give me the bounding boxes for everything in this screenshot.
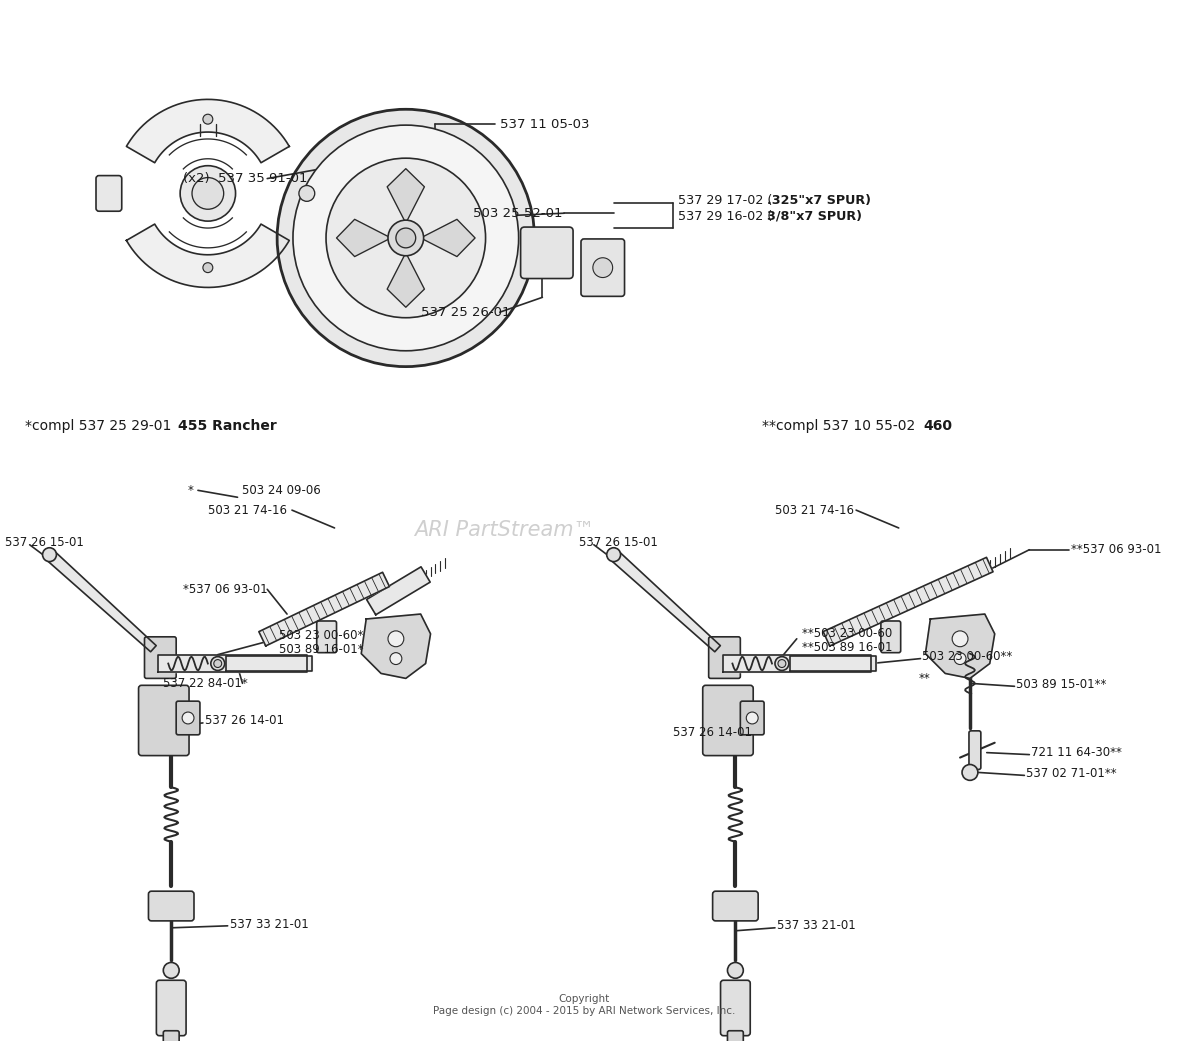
Polygon shape xyxy=(367,567,431,615)
Text: ARI PartStream™: ARI PartStream™ xyxy=(414,520,595,540)
Text: 537 22 84-01*: 537 22 84-01* xyxy=(163,677,248,690)
Circle shape xyxy=(211,657,224,670)
Circle shape xyxy=(182,712,194,724)
Polygon shape xyxy=(158,655,307,673)
Text: 537 26 14-01: 537 26 14-01 xyxy=(205,714,284,727)
FancyBboxPatch shape xyxy=(709,637,740,679)
FancyBboxPatch shape xyxy=(727,1030,743,1046)
Circle shape xyxy=(952,631,968,646)
Circle shape xyxy=(192,178,224,209)
Text: 460: 460 xyxy=(924,419,952,433)
Circle shape xyxy=(727,962,743,978)
Polygon shape xyxy=(925,614,995,679)
FancyBboxPatch shape xyxy=(157,980,186,1036)
Text: 721 11 64-30**: 721 11 64-30** xyxy=(1031,746,1122,759)
Text: 503 24 09-06: 503 24 09-06 xyxy=(242,484,321,497)
Text: 537 25 26-01: 537 25 26-01 xyxy=(420,305,510,319)
Text: .325"x7 SPUR): .325"x7 SPUR) xyxy=(767,194,871,207)
FancyBboxPatch shape xyxy=(520,227,573,278)
FancyBboxPatch shape xyxy=(176,701,199,734)
Text: *compl 537 25 29-01: *compl 537 25 29-01 xyxy=(25,419,176,433)
FancyBboxPatch shape xyxy=(721,980,750,1036)
Text: 537 26 15-01: 537 26 15-01 xyxy=(5,537,84,549)
Text: 537 33 21-01: 537 33 21-01 xyxy=(776,919,856,932)
Polygon shape xyxy=(789,656,876,672)
FancyBboxPatch shape xyxy=(138,685,189,755)
Text: 455 Rancher: 455 Rancher xyxy=(178,419,277,433)
Text: 503 89 16-01*: 503 89 16-01* xyxy=(280,643,363,656)
Circle shape xyxy=(203,263,212,273)
Text: 3/8"x7 SPUR): 3/8"x7 SPUR) xyxy=(767,209,863,223)
Text: 537 35 91-01: 537 35 91-01 xyxy=(218,172,307,185)
Text: 537 33 21-01: 537 33 21-01 xyxy=(230,918,308,931)
FancyBboxPatch shape xyxy=(144,637,176,679)
Circle shape xyxy=(775,657,789,670)
Text: **503 23 00-60: **503 23 00-60 xyxy=(801,628,892,640)
Polygon shape xyxy=(824,558,994,646)
Text: 537 11 05-03: 537 11 05-03 xyxy=(500,117,589,131)
Circle shape xyxy=(388,631,404,646)
Circle shape xyxy=(203,114,212,124)
Text: *537 06 93-01: *537 06 93-01 xyxy=(183,583,268,596)
FancyBboxPatch shape xyxy=(969,731,981,770)
Polygon shape xyxy=(126,224,289,288)
Text: *: * xyxy=(188,484,194,497)
FancyBboxPatch shape xyxy=(316,621,336,653)
Text: 503 25 52-01: 503 25 52-01 xyxy=(473,207,563,220)
FancyBboxPatch shape xyxy=(881,621,900,653)
FancyBboxPatch shape xyxy=(149,891,194,920)
Polygon shape xyxy=(225,656,312,672)
Polygon shape xyxy=(387,253,425,308)
Circle shape xyxy=(277,109,535,366)
Text: 537 29 17-02 (: 537 29 17-02 ( xyxy=(678,194,773,207)
Text: **503 89 16-01: **503 89 16-01 xyxy=(801,641,892,654)
Text: (x2): (x2) xyxy=(183,172,214,185)
Text: 537 02 71-01**: 537 02 71-01** xyxy=(1027,767,1117,780)
Text: 503 89 15-01**: 503 89 15-01** xyxy=(1016,678,1107,690)
FancyBboxPatch shape xyxy=(713,891,759,920)
Text: **: ** xyxy=(918,672,930,685)
Circle shape xyxy=(962,765,978,780)
Circle shape xyxy=(389,653,402,664)
Text: 503 21 74-16: 503 21 74-16 xyxy=(208,503,287,517)
Circle shape xyxy=(955,653,966,664)
Circle shape xyxy=(326,158,486,318)
FancyBboxPatch shape xyxy=(581,238,624,296)
Circle shape xyxy=(163,962,179,978)
Circle shape xyxy=(214,660,222,667)
Circle shape xyxy=(299,185,315,201)
FancyBboxPatch shape xyxy=(703,685,753,755)
Circle shape xyxy=(293,126,519,350)
Polygon shape xyxy=(258,572,389,646)
Circle shape xyxy=(778,660,786,667)
Text: Copyright
Page design (c) 2004 - 2015 by ARI Network Services, Inc.: Copyright Page design (c) 2004 - 2015 by… xyxy=(433,994,735,1016)
Polygon shape xyxy=(46,550,156,652)
Text: 503 21 74-16: 503 21 74-16 xyxy=(775,503,854,517)
Circle shape xyxy=(746,712,759,724)
FancyBboxPatch shape xyxy=(740,701,765,734)
Text: 537 29 16-02 (: 537 29 16-02 ( xyxy=(678,209,772,223)
Text: 537 26 14-01: 537 26 14-01 xyxy=(673,726,752,740)
Circle shape xyxy=(396,228,415,248)
Text: **537 06 93-01: **537 06 93-01 xyxy=(1071,543,1161,556)
FancyBboxPatch shape xyxy=(163,1030,179,1046)
Polygon shape xyxy=(336,220,391,256)
Circle shape xyxy=(181,165,236,221)
Text: 537 26 15-01: 537 26 15-01 xyxy=(579,537,658,549)
Circle shape xyxy=(42,548,57,562)
Polygon shape xyxy=(387,168,425,223)
Polygon shape xyxy=(610,550,720,652)
Polygon shape xyxy=(361,614,431,679)
Text: 503 23 00-60**: 503 23 00-60** xyxy=(923,651,1012,663)
Circle shape xyxy=(592,257,612,277)
Circle shape xyxy=(388,220,424,256)
Text: 503 23 00-60*: 503 23 00-60* xyxy=(280,630,363,642)
Polygon shape xyxy=(722,655,871,673)
Polygon shape xyxy=(420,220,476,256)
Text: **compl 537 10 55-02: **compl 537 10 55-02 xyxy=(762,419,919,433)
FancyBboxPatch shape xyxy=(96,176,122,211)
Circle shape xyxy=(607,548,621,562)
Polygon shape xyxy=(126,99,289,163)
